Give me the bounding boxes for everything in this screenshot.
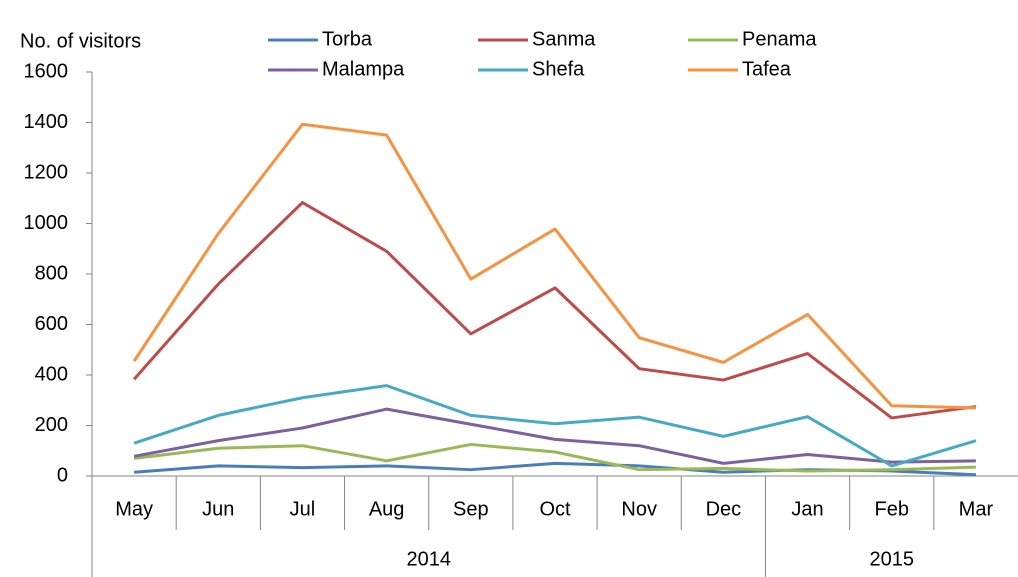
y-tick-label: 200 — [35, 414, 68, 436]
x-tick-label: Jun — [202, 498, 234, 520]
x-tick-label: Oct — [539, 498, 571, 520]
legend-label: Penama — [742, 28, 817, 50]
series-line — [133, 407, 976, 465]
legend-label: Sanma — [532, 28, 596, 50]
legend-label: Tafea — [742, 58, 792, 80]
legend-label: Malampa — [322, 58, 405, 80]
series-line — [133, 384, 977, 468]
series-line — [132, 201, 977, 420]
y-tick-label: 1600 — [24, 60, 69, 82]
x-tick-label: May — [115, 498, 153, 520]
x-tick-label: Jan — [791, 498, 823, 520]
y-axis-title: No. of visitors — [20, 30, 141, 52]
legend-label: Torba — [322, 28, 373, 50]
series-line — [132, 122, 976, 410]
series-line — [133, 442, 976, 473]
y-tick-label: 1400 — [24, 111, 69, 133]
y-tick-label: 1200 — [24, 161, 69, 183]
x-group-label: 2015 — [869, 548, 914, 570]
x-tick-label: Sep — [453, 498, 489, 520]
x-tick-label: Jul — [290, 498, 316, 520]
x-group-label: 2014 — [406, 548, 451, 570]
x-tick-label: Dec — [706, 498, 742, 520]
x-tick-label: Nov — [621, 498, 657, 520]
y-tick-label: 600 — [35, 313, 68, 335]
y-tick-label: 0 — [57, 464, 68, 486]
y-tick-label: 800 — [35, 262, 68, 284]
y-tick-label: 1000 — [24, 212, 69, 234]
y-tick-label: 400 — [35, 363, 68, 385]
x-tick-label: Mar — [959, 498, 994, 520]
x-tick-label: Aug — [369, 498, 405, 520]
legend-label: Shefa — [532, 58, 585, 80]
x-tick-label: Feb — [874, 498, 908, 520]
